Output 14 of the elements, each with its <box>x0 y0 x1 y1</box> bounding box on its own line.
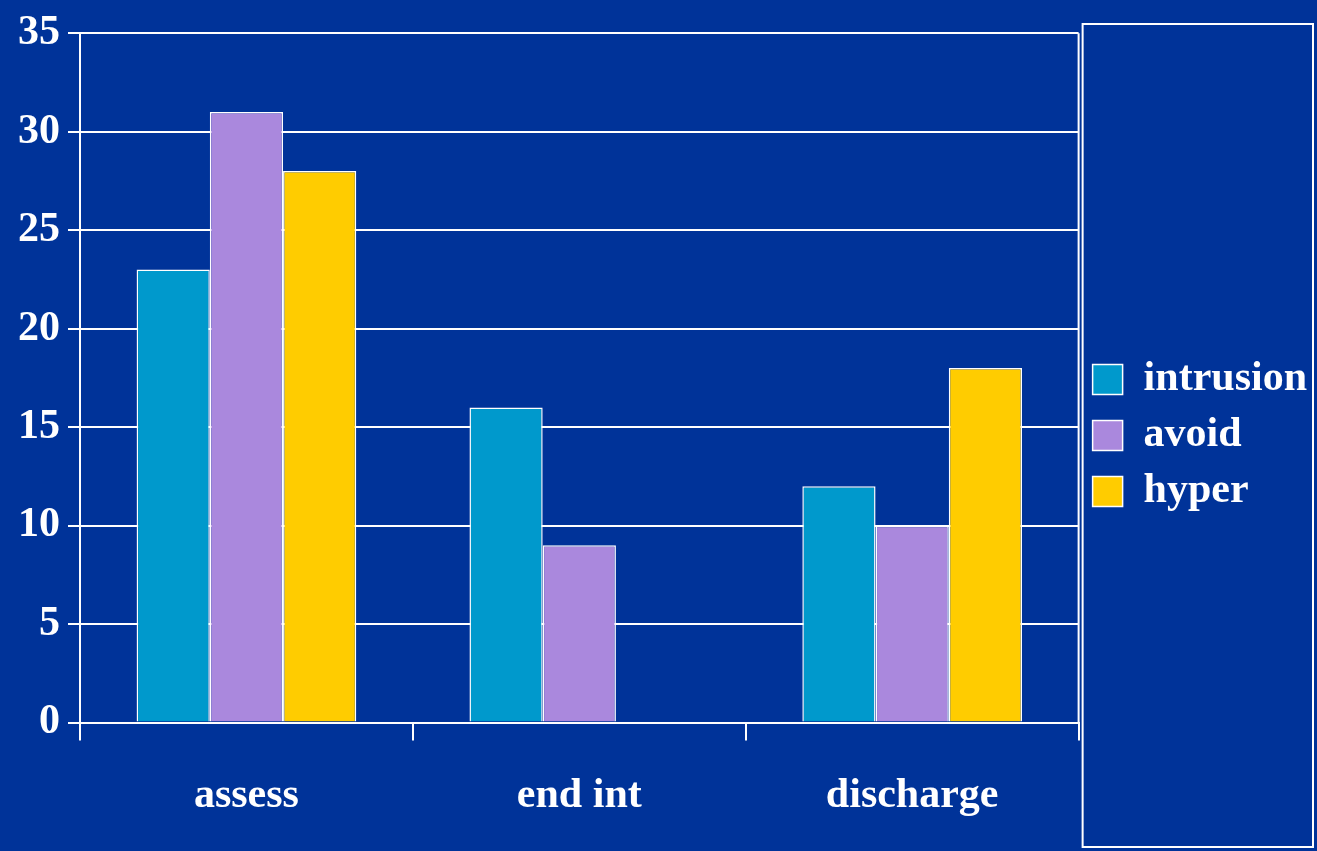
x-tick-label: end int <box>516 769 642 816</box>
y-tick-label: 20 <box>18 302 60 349</box>
y-tick-label: 0 <box>39 696 60 743</box>
y-tick-label: 35 <box>18 7 60 54</box>
x-tick-label: assess <box>193 769 299 816</box>
legend-label: intrusion <box>1143 353 1307 400</box>
y-tick-label: 25 <box>18 204 60 251</box>
legend-label: avoid <box>1143 409 1242 456</box>
y-tick-label: 30 <box>18 105 60 152</box>
y-tick-label: 5 <box>39 597 60 644</box>
x-tick-label: discharge <box>825 769 999 816</box>
y-tick-label: 10 <box>18 499 60 546</box>
legend-label: hyper <box>1143 465 1249 512</box>
y-tick-label: 15 <box>18 400 60 447</box>
